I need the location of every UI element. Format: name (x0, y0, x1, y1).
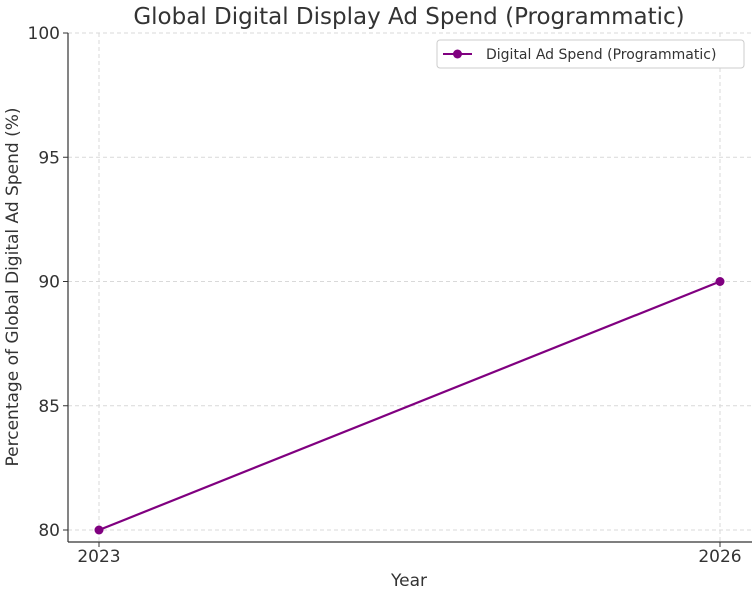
y-tick-label: 90 (38, 273, 60, 293)
data-point (94, 525, 104, 535)
x-axis-ticks: 2023 2026 (77, 542, 742, 567)
y-tick-label: 80 (38, 521, 60, 541)
legend: Digital Ad Spend (Programmatic) (436, 39, 745, 69)
series-layer (94, 277, 725, 535)
data-point (715, 277, 725, 286)
y-axis-label: Percentage of Global Digital Ad Spend (%… (3, 108, 23, 467)
grid-lines (68, 32, 752, 542)
x-tick-label: 2026 (698, 547, 741, 567)
axes (67, 33, 752, 543)
legend-label: Digital Ad Spend (Programmatic) (486, 47, 716, 63)
x-tick-label: 2023 (77, 547, 120, 567)
y-tick-label: 100 (28, 24, 60, 44)
y-tick-label: 85 (38, 397, 60, 417)
y-axis-ticks: 80 85 90 95 100 (28, 24, 68, 541)
legend-marker (453, 49, 462, 59)
legend-box (436, 39, 745, 69)
chart-title: Global Digital Display Ad Spend (Program… (133, 4, 684, 30)
series-line (98, 280, 721, 532)
y-tick-label: 95 (38, 148, 60, 168)
x-axis-label: Year (390, 571, 427, 591)
